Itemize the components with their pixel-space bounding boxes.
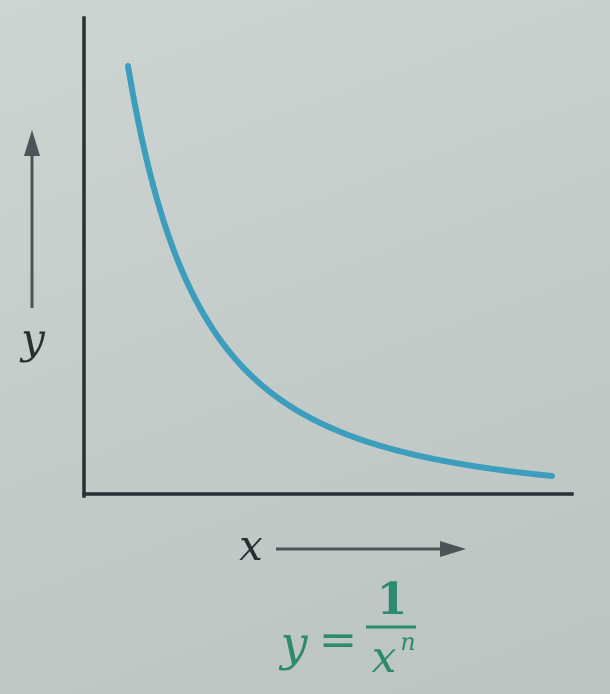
formula: y = 1 x n — [278, 574, 416, 683]
y-axis-label: y — [19, 314, 46, 363]
formula-numerator: 1 — [377, 574, 408, 625]
y-arrow-icon — [24, 130, 40, 308]
series-line — [125, 63, 555, 479]
formula-denominator-base: x — [372, 632, 397, 683]
x-arrow-icon — [276, 541, 466, 557]
formula-denominator-exponent: n — [400, 628, 415, 656]
x-axis-label: x — [239, 521, 263, 570]
formula-lhs: y — [278, 616, 308, 672]
formula-equals: = — [319, 612, 358, 666]
